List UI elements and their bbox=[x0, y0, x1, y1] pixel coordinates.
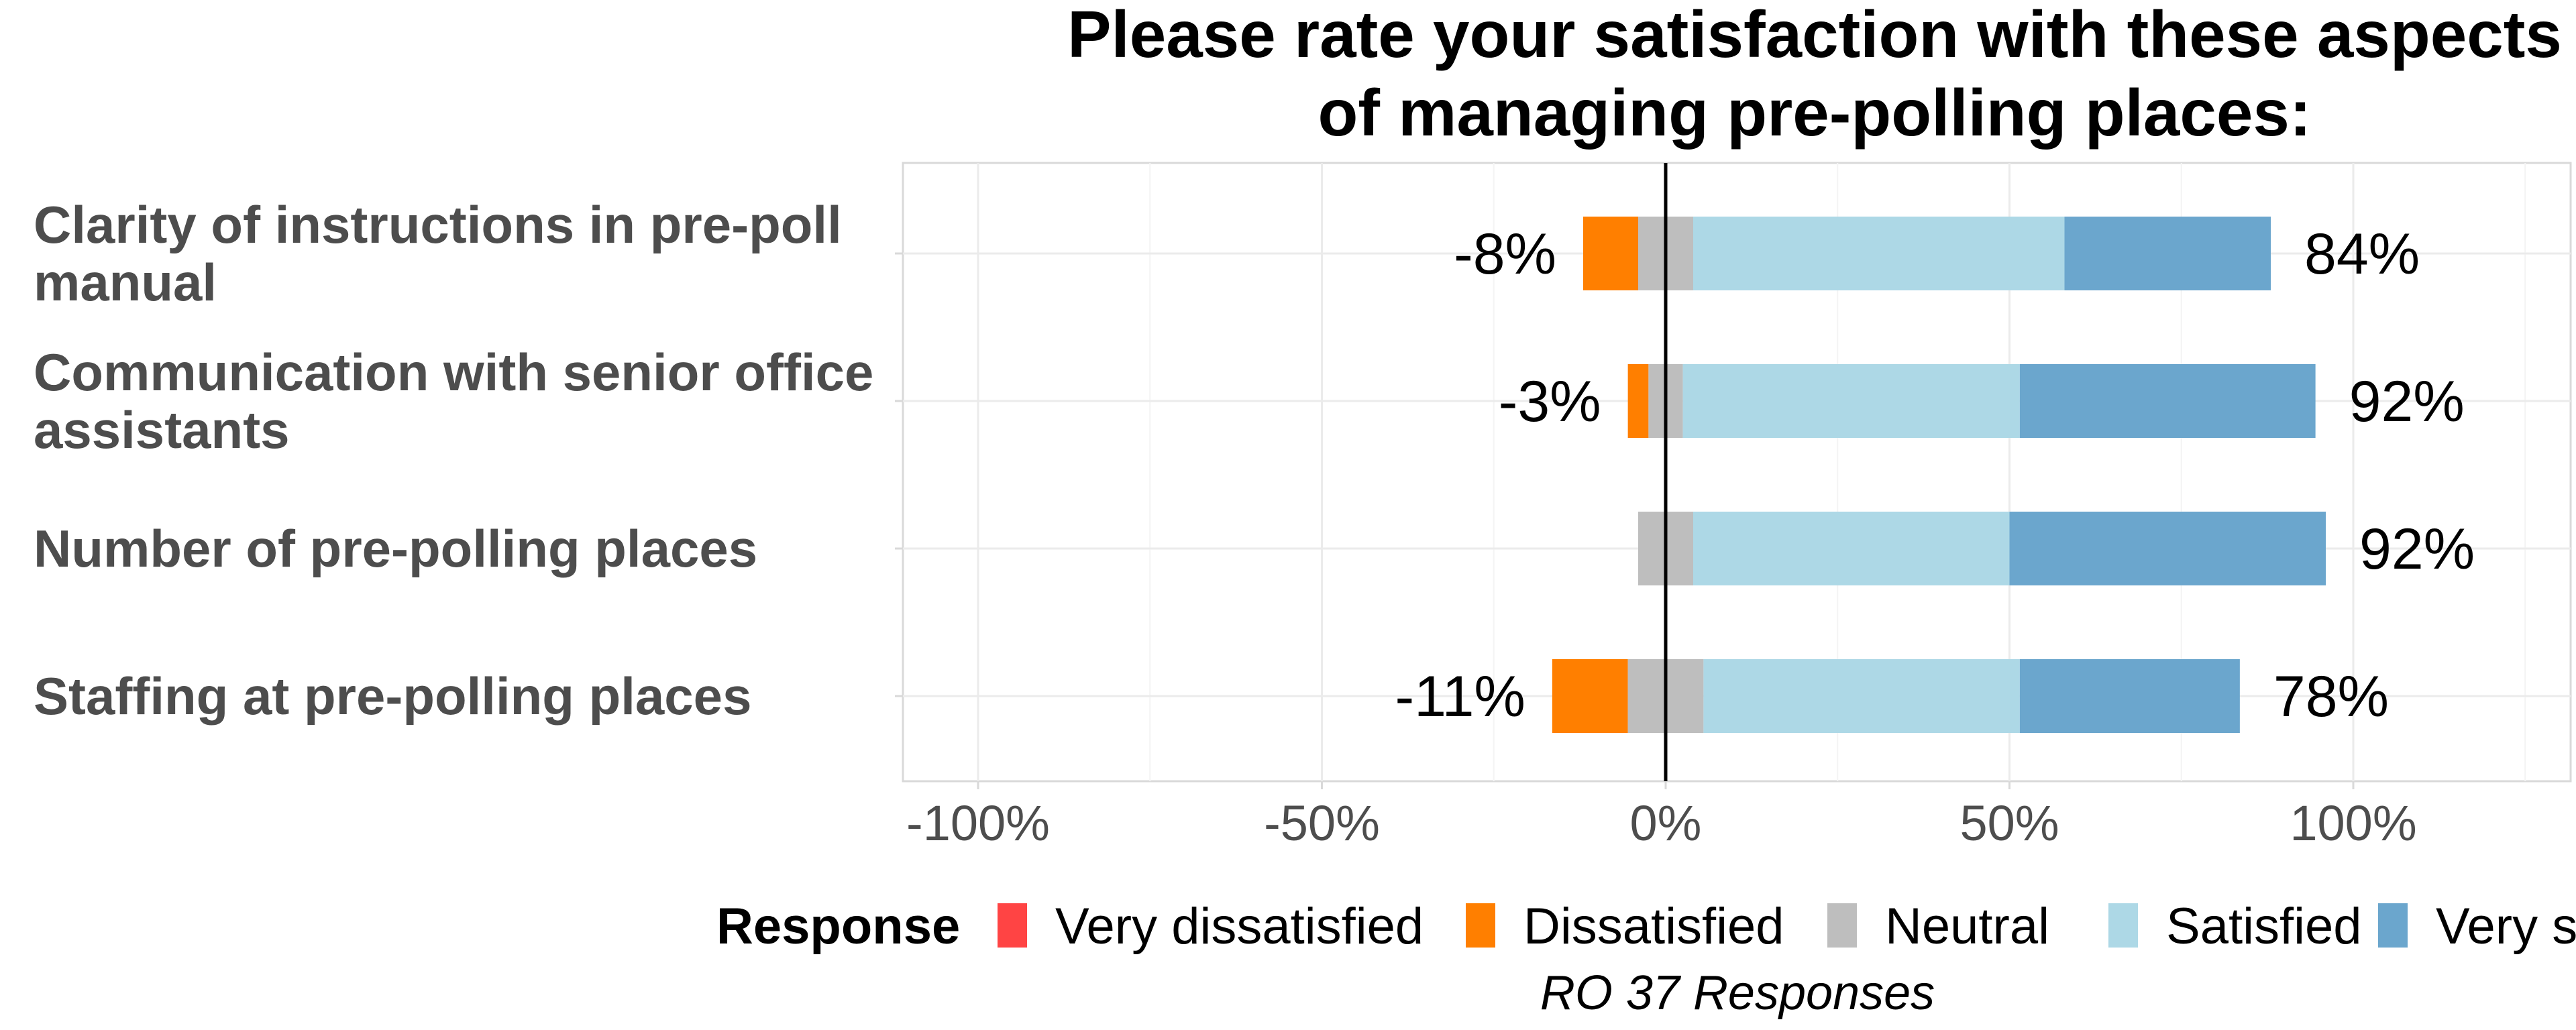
bar-segment-very-satisfied bbox=[2010, 512, 2326, 585]
bar-segment-dissatisfied bbox=[1552, 659, 1628, 733]
legend-key-satisfied bbox=[2108, 903, 2138, 948]
negative-total-label: -3% bbox=[1499, 369, 1601, 434]
legend-label: Dissatisfied bbox=[1523, 898, 1784, 955]
legend-label: Neutral bbox=[1885, 898, 2049, 955]
bar-segment-very-satisfied bbox=[2020, 659, 2240, 733]
bar-segment-dissatisfied bbox=[1583, 217, 1638, 290]
legend-key-very-dissatisfied bbox=[998, 903, 1027, 948]
positive-total-label: 78% bbox=[2273, 665, 2389, 729]
category-label: assistants bbox=[34, 400, 290, 459]
x-tick-label: 100% bbox=[2290, 795, 2416, 851]
legend-key-very-satisfied bbox=[2378, 903, 2408, 948]
bar-segment-satisfied bbox=[1683, 364, 2020, 438]
category-labels: Clarity of instructions in pre-pollmanua… bbox=[34, 195, 903, 726]
legend: Response Very dissatisfied Dissatisfied Neu… bbox=[716, 898, 2576, 955]
bar-segment-very-satisfied bbox=[2065, 217, 2271, 290]
x-tick-label: -50% bbox=[1264, 795, 1380, 851]
chart-title-line-1: Please rate your satisfaction with these… bbox=[1067, 0, 2562, 71]
negative-total-label: -11% bbox=[1395, 665, 1525, 729]
legend-title: Response bbox=[716, 898, 960, 955]
legend-key-dissatisfied bbox=[1466, 903, 1495, 948]
bar-segment-very-satisfied bbox=[2020, 364, 2316, 438]
chart-caption: RO 37 Responses bbox=[1540, 966, 1935, 1020]
negative-total-label: -8% bbox=[1454, 222, 1556, 286]
chart-title-line-2: of managing pre-polling places: bbox=[1318, 76, 2311, 150]
x-tick-label: -100% bbox=[906, 795, 1050, 851]
category-label: Communication with senior office bbox=[34, 343, 873, 402]
x-axis-ticks: -100% -50% 0% 50% 100% bbox=[906, 781, 2417, 851]
legend-label: Satisfied bbox=[2166, 898, 2362, 955]
positive-total-label: 92% bbox=[2359, 517, 2475, 581]
legend-key-neutral bbox=[1827, 903, 1857, 948]
x-tick-label: 50% bbox=[1960, 795, 2059, 851]
x-tick-label: 0% bbox=[1630, 795, 1702, 851]
positive-total-label: 84% bbox=[2304, 222, 2420, 286]
category-label: Number of pre-polling places bbox=[34, 519, 757, 578]
legend-label: Very dissatisfied bbox=[1055, 898, 1424, 955]
bar-segment-satisfied bbox=[1693, 217, 2065, 290]
category-label: Staffing at pre-polling places bbox=[34, 667, 751, 726]
bar-segment-satisfied bbox=[1693, 512, 2010, 585]
category-label: manual bbox=[34, 253, 217, 312]
bar-segment-satisfied bbox=[1703, 659, 2020, 733]
category-label: Clarity of instructions in pre-poll bbox=[34, 195, 842, 254]
bar-segment-dissatisfied bbox=[1628, 364, 1649, 438]
positive-total-label: 92% bbox=[2349, 369, 2465, 434]
legend-label: Very satisfied bbox=[2436, 898, 2576, 955]
